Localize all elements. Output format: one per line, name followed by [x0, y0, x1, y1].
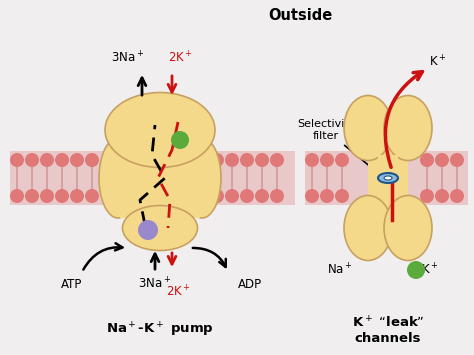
- Text: ADP: ADP: [238, 279, 262, 291]
- Text: Na$^+$: Na$^+$: [327, 262, 353, 278]
- Bar: [115, 137, 205, 172]
- Circle shape: [210, 189, 224, 203]
- Circle shape: [225, 153, 239, 167]
- Text: Na$^+$-K$^+$ pump: Na$^+$-K$^+$ pump: [106, 321, 214, 339]
- Circle shape: [305, 153, 319, 167]
- Circle shape: [320, 153, 334, 167]
- Ellipse shape: [105, 93, 215, 168]
- Circle shape: [240, 153, 254, 167]
- Circle shape: [255, 189, 269, 203]
- Circle shape: [70, 153, 84, 167]
- Text: 3Na$^+$: 3Na$^+$: [138, 276, 172, 292]
- Circle shape: [25, 153, 39, 167]
- Bar: [368, 128, 408, 228]
- Circle shape: [55, 153, 69, 167]
- Circle shape: [335, 189, 349, 203]
- Ellipse shape: [344, 95, 392, 160]
- Ellipse shape: [183, 138, 221, 218]
- Ellipse shape: [384, 176, 392, 180]
- Circle shape: [25, 189, 39, 203]
- Circle shape: [138, 220, 158, 240]
- Circle shape: [420, 153, 434, 167]
- Ellipse shape: [344, 196, 392, 261]
- Bar: [305, 151, 468, 205]
- Circle shape: [85, 153, 99, 167]
- Circle shape: [40, 153, 54, 167]
- Bar: [10, 151, 295, 205]
- Circle shape: [10, 189, 24, 203]
- Circle shape: [225, 189, 239, 203]
- Ellipse shape: [384, 196, 432, 261]
- Circle shape: [40, 189, 54, 203]
- Circle shape: [420, 189, 434, 203]
- Circle shape: [320, 189, 334, 203]
- Text: 2K$^+$: 2K$^+$: [167, 50, 192, 66]
- Ellipse shape: [99, 138, 137, 218]
- Circle shape: [10, 153, 24, 167]
- Ellipse shape: [384, 95, 432, 160]
- Circle shape: [85, 189, 99, 203]
- Circle shape: [210, 153, 224, 167]
- Bar: [378, 155, 398, 195]
- Circle shape: [270, 189, 284, 203]
- Ellipse shape: [378, 173, 398, 183]
- Text: 3Na$^+$: 3Na$^+$: [111, 50, 145, 66]
- Text: ATP: ATP: [61, 279, 82, 291]
- Text: 2K$^+$: 2K$^+$: [165, 284, 191, 300]
- Circle shape: [407, 261, 425, 279]
- Circle shape: [435, 153, 449, 167]
- Circle shape: [450, 189, 464, 203]
- Text: Outside: Outside: [268, 7, 332, 22]
- Circle shape: [255, 153, 269, 167]
- Ellipse shape: [122, 206, 198, 251]
- Circle shape: [55, 189, 69, 203]
- Text: K$^+$: K$^+$: [429, 54, 447, 70]
- Circle shape: [450, 153, 464, 167]
- Circle shape: [270, 153, 284, 167]
- Circle shape: [240, 189, 254, 203]
- Circle shape: [435, 189, 449, 203]
- Text: K$^+$: K$^+$: [421, 262, 439, 278]
- Text: K$^+$ “leak”
channels: K$^+$ “leak” channels: [352, 315, 424, 345]
- Circle shape: [70, 189, 84, 203]
- Circle shape: [335, 153, 349, 167]
- Circle shape: [171, 131, 189, 149]
- Circle shape: [305, 189, 319, 203]
- Text: Selectivity
filter: Selectivity filter: [297, 119, 382, 176]
- Bar: [120, 138, 200, 218]
